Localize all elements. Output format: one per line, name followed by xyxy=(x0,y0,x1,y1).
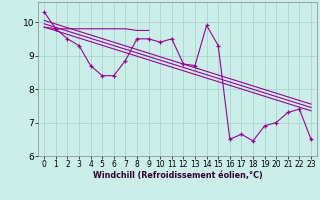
X-axis label: Windchill (Refroidissement éolien,°C): Windchill (Refroidissement éolien,°C) xyxy=(93,171,262,180)
